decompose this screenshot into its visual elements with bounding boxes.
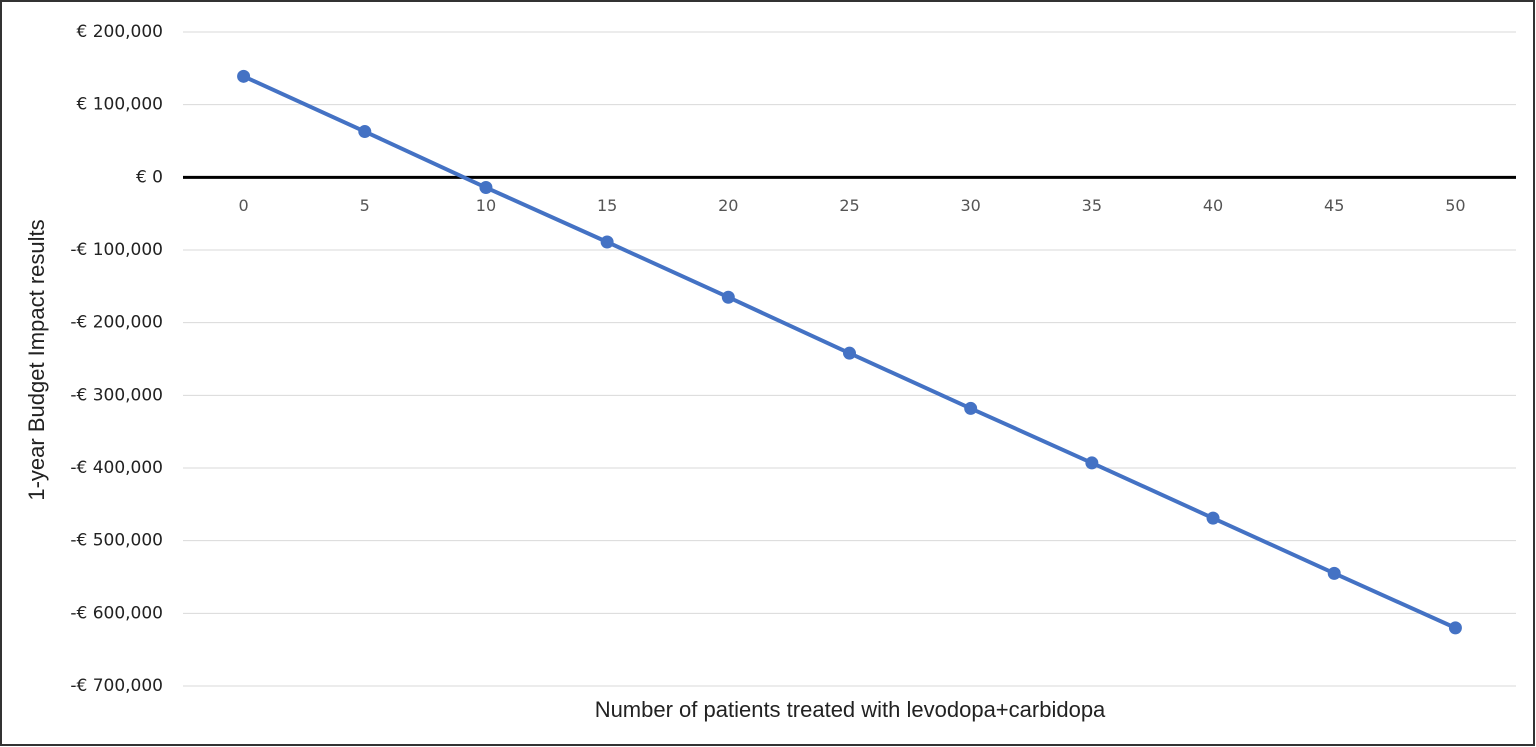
data-point bbox=[237, 69, 251, 83]
data-point bbox=[358, 125, 372, 139]
y-tick-label: -€ 100,000 bbox=[70, 240, 163, 260]
data-point bbox=[1448, 621, 1462, 635]
x-tick-label: 35 bbox=[1082, 196, 1102, 215]
data-point bbox=[843, 346, 856, 360]
data-point bbox=[964, 401, 978, 415]
x-tick-label: 30 bbox=[961, 196, 981, 215]
data-point bbox=[721, 290, 735, 304]
data-point bbox=[1085, 456, 1099, 470]
x-tick-label: 50 bbox=[1445, 196, 1465, 215]
x-tick-label: 5 bbox=[360, 196, 370, 215]
x-tick-label: 10 bbox=[476, 196, 496, 215]
y-tick-label: € 200,000 bbox=[76, 22, 163, 42]
y-tick-label: -€ 200,000 bbox=[70, 313, 163, 333]
y-axis-label: 1-year Budget Impact results bbox=[24, 219, 49, 500]
x-tick-label: 40 bbox=[1203, 196, 1223, 215]
y-tick-label: € 100,000 bbox=[76, 95, 163, 115]
y-tick-label: -€ 700,000 bbox=[70, 676, 163, 696]
y-tick-label: € 0 bbox=[136, 167, 163, 187]
x-tick-label: 15 bbox=[597, 196, 617, 215]
y-tick-label: -€ 400,000 bbox=[70, 458, 163, 478]
data-point bbox=[1327, 566, 1341, 580]
y-tick-label: -€ 500,000 bbox=[70, 531, 163, 551]
data-point bbox=[479, 181, 493, 195]
data-point bbox=[600, 235, 614, 249]
x-axis-label: Number of patients treated with levodopa… bbox=[595, 697, 1106, 722]
data-point bbox=[1206, 511, 1220, 525]
x-tick-label: 25 bbox=[839, 196, 859, 215]
y-tick-label: -€ 600,000 bbox=[70, 603, 163, 623]
x-tick-label: 45 bbox=[1324, 196, 1344, 215]
y-tick-label: -€ 300,000 bbox=[70, 385, 163, 405]
x-tick-label: 20 bbox=[718, 196, 738, 215]
x-tick-label: 0 bbox=[238, 196, 248, 215]
